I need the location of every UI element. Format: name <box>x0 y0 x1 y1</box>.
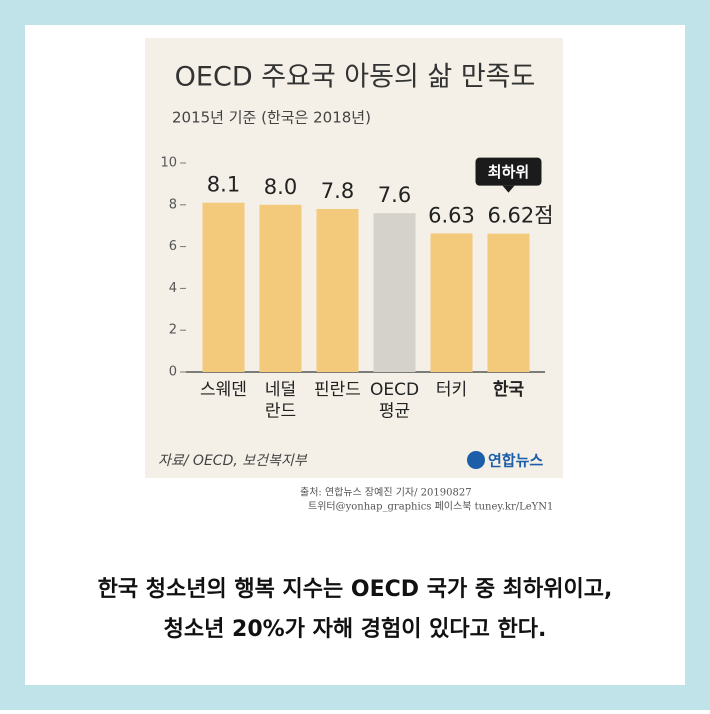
x-tick-label: 스웨덴 <box>200 380 247 400</box>
x-tick-label: 터키 <box>436 380 467 400</box>
logo: 연합뉴스 <box>488 452 543 470</box>
value-label: 7.8 <box>321 179 354 203</box>
y-tick-label: 0 <box>169 365 177 380</box>
callout-box <box>475 157 542 186</box>
y-tick-label: 2 <box>169 323 177 338</box>
bar <box>430 233 473 372</box>
credit: 출처: 연합뉴스 장예진 기자/ 20190827 <box>300 487 472 499</box>
x-tick-label: 한국 <box>493 380 525 400</box>
y-tick-label: 6 <box>169 239 177 254</box>
value-label: 8.0 <box>264 175 297 199</box>
value-label: 8.1 <box>207 173 240 197</box>
value-label: 6.63 <box>428 203 475 227</box>
x-tick-label: 핀란드 <box>314 380 361 400</box>
bar <box>259 204 302 372</box>
annotation: 최하위 <box>488 163 529 181</box>
logo-icon <box>467 451 485 469</box>
credit: 트위터@yonhap_graphics 페이스북 tuney.kr/LeYN1 <box>308 500 553 513</box>
y-tick-label: 4 <box>169 281 177 296</box>
value-label: 7.6 <box>378 183 411 207</box>
caption: 청소년 20%가 자해 경험이 있다고 한다. <box>164 616 547 642</box>
value-label: 6.62점 <box>488 204 554 228</box>
bar <box>373 213 416 372</box>
x-tick-label: 네덜 란드 <box>265 380 296 421</box>
y-tick-label: 8 <box>169 197 177 212</box>
chart-subtitle: 2015년 기준 (한국은 2018년) <box>172 109 371 127</box>
source: 자료/ OECD, 보건복지부 <box>158 453 308 469</box>
caption: 한국 청소년의 행복 지수는 OECD 국가 중 최하위이고, <box>98 577 613 602</box>
y-tick-label: 10 <box>160 156 177 171</box>
bar <box>487 233 530 372</box>
bar <box>202 202 245 372</box>
chart-title: OECD 주요국 아동의 삶 만족도 <box>175 62 536 93</box>
bar <box>316 208 359 372</box>
callout-pointer <box>502 185 515 193</box>
x-tick-label: OECD 평균 <box>370 380 419 421</box>
